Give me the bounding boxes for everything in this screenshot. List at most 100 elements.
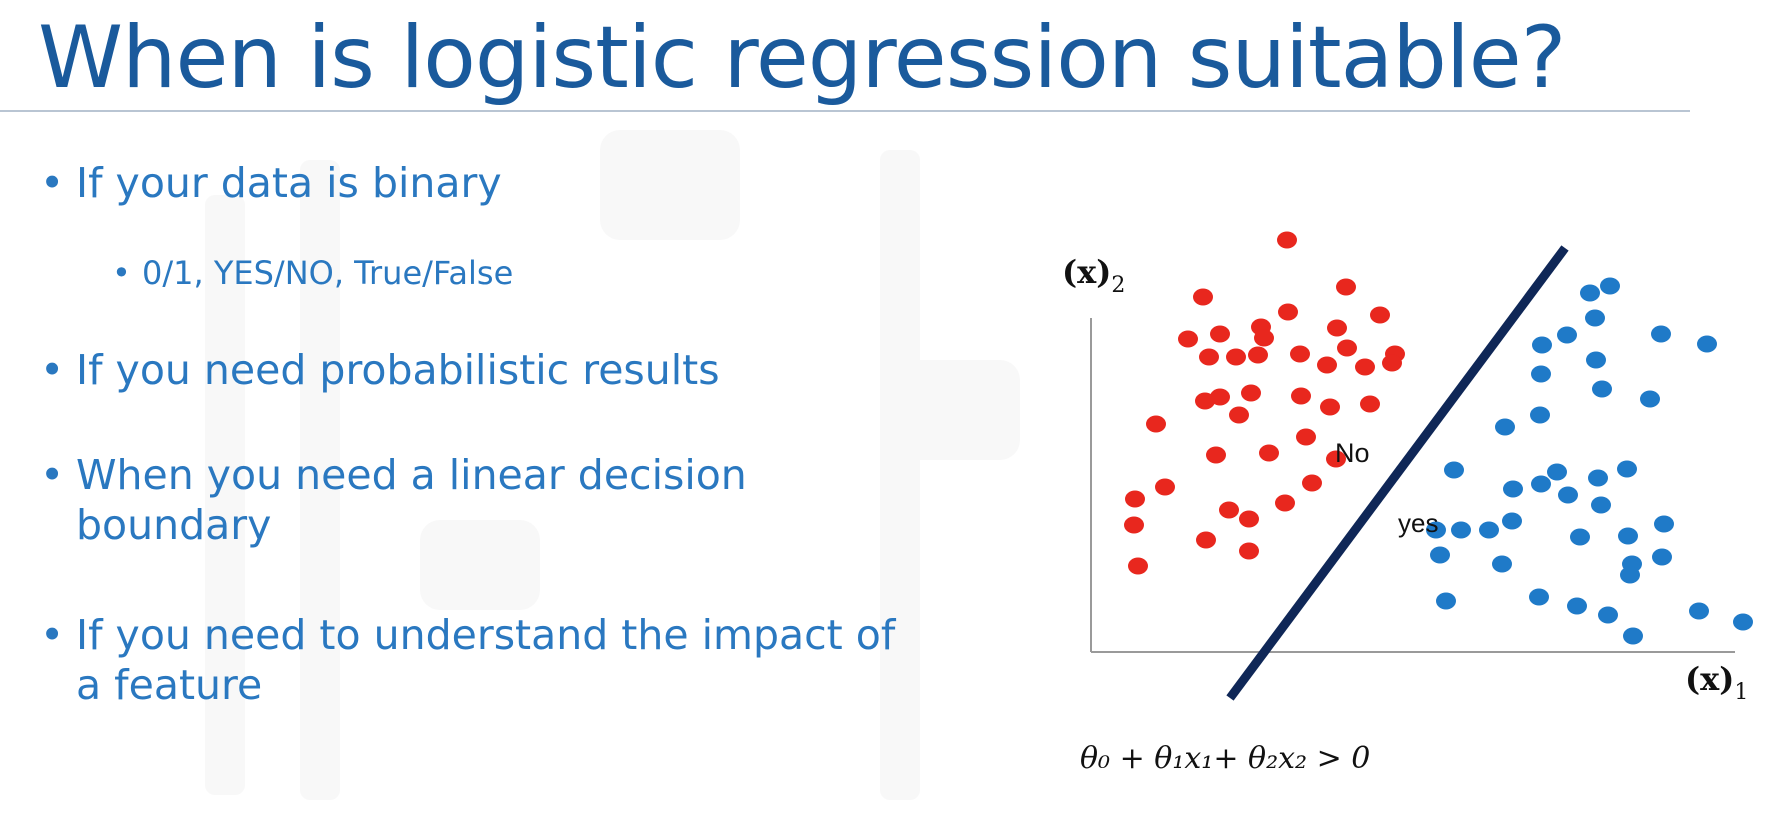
class-yes-point: [1617, 460, 1637, 478]
class-yes-point: [1547, 463, 1567, 481]
bullet-text: When you need a linear decision boundary: [76, 451, 747, 549]
class-no-point: [1210, 388, 1230, 406]
region-label-no: No: [1335, 438, 1370, 468]
class-no-point: [1291, 387, 1311, 405]
class-yes-point: [1585, 309, 1605, 327]
class-yes-point: [1436, 592, 1456, 610]
bullet-linear-boundary: • When you need a linear decision bounda…: [40, 450, 830, 550]
sub-bullet-binary-examples: • 0/1, YES/NO, True/False: [112, 253, 513, 293]
class-no-point: [1254, 329, 1274, 347]
class-no-point: [1248, 346, 1268, 364]
class-no-point: [1229, 406, 1249, 424]
bullet-text: 0/1, YES/NO, True/False: [142, 254, 514, 292]
class-yes-point: [1502, 512, 1522, 530]
class-yes-point: [1651, 325, 1671, 343]
class-yes-point: [1531, 475, 1551, 493]
class-yes-point: [1654, 515, 1674, 533]
y-axis-label-main: (x): [1062, 253, 1111, 291]
class-yes-point: [1570, 528, 1590, 546]
y-axis-label-sub: 2: [1111, 273, 1125, 298]
class-no-points: [1124, 231, 1405, 575]
y-axis-label: (x)2: [1062, 253, 1125, 298]
bullet-text: If you need probabilistic results: [76, 346, 720, 394]
bullet-binary-data: • If your data is binary: [40, 158, 502, 208]
class-no-point: [1125, 490, 1145, 508]
class-yes-point: [1492, 555, 1512, 573]
class-no-point: [1290, 345, 1310, 363]
class-yes-point: [1586, 351, 1606, 369]
class-no-point: [1327, 319, 1347, 337]
class-yes-point: [1426, 521, 1446, 539]
class-yes-point: [1652, 548, 1672, 566]
class-no-point: [1355, 358, 1375, 376]
class-yes-point: [1592, 380, 1612, 398]
class-yes-point: [1558, 486, 1578, 504]
class-no-point: [1146, 415, 1166, 433]
bullet-dot: •: [112, 254, 131, 292]
class-yes-point: [1444, 461, 1464, 479]
class-no-point: [1196, 531, 1216, 549]
class-no-point: [1239, 510, 1259, 528]
class-no-point: [1206, 446, 1226, 464]
class-yes-point: [1697, 335, 1717, 353]
class-yes-point: [1591, 496, 1611, 514]
bullet-text: If your data is binary: [76, 159, 502, 207]
class-no-point: [1296, 428, 1316, 446]
boundary-equation: θ₀ + θ₁x₁+ θ₂x₂ > 0: [1080, 741, 1370, 776]
class-yes-point: [1503, 480, 1523, 498]
class-no-point: [1320, 398, 1340, 416]
class-no-point: [1360, 395, 1380, 413]
bullet-text: If you need to understand the impact of …: [76, 611, 896, 709]
class-yes-point: [1557, 326, 1577, 344]
class-yes-point: [1733, 613, 1753, 631]
bullet-probabilistic: • If you need probabilistic results: [40, 345, 720, 395]
class-no-point: [1382, 354, 1402, 372]
class-no-point: [1195, 392, 1215, 410]
class-yes-point: [1598, 606, 1618, 624]
x-axis-label-sub: 1: [1734, 680, 1748, 705]
class-no-point: [1124, 516, 1144, 534]
class-no-point: [1193, 288, 1213, 306]
class-yes-point: [1495, 418, 1515, 436]
class-yes-point: [1620, 566, 1640, 584]
class-no-point: [1178, 330, 1198, 348]
class-no-point: [1317, 356, 1337, 374]
class-no-point: [1370, 306, 1390, 324]
class-yes-point: [1530, 406, 1550, 424]
x-axis-label-main: (x): [1685, 660, 1734, 698]
bullet-dot: •: [40, 346, 65, 394]
class-no-point: [1241, 384, 1261, 402]
class-yes-point: [1588, 469, 1608, 487]
bullet-dot: •: [40, 159, 65, 207]
x-axis-label: (x)1: [1685, 660, 1748, 705]
class-yes-point: [1623, 627, 1643, 645]
class-no-point: [1302, 474, 1322, 492]
class-yes-point: [1529, 588, 1549, 606]
class-no-point: [1336, 278, 1356, 296]
class-yes-point: [1618, 527, 1638, 545]
decision-boundary-line: [1226, 245, 1569, 701]
region-label-yes: yes: [1398, 508, 1438, 538]
bullet-dot: •: [40, 451, 65, 499]
class-yes-point: [1479, 521, 1499, 539]
class-yes-point: [1689, 602, 1709, 620]
bullet-feature-impact: • If you need to understand the impact o…: [40, 610, 920, 710]
class-no-point: [1219, 501, 1239, 519]
class-no-point: [1128, 557, 1148, 575]
class-no-point: [1275, 494, 1295, 512]
class-no-point: [1278, 303, 1298, 321]
class-no-point: [1326, 450, 1346, 468]
class-no-point: [1277, 231, 1297, 249]
class-yes-points: [1426, 277, 1753, 645]
class-no-point: [1199, 348, 1219, 366]
title-divider: [0, 110, 1690, 112]
class-yes-point: [1430, 546, 1450, 564]
class-yes-point: [1531, 365, 1551, 383]
class-no-point: [1259, 444, 1279, 462]
class-no-point: [1337, 339, 1357, 357]
class-yes-point: [1567, 597, 1587, 615]
class-yes-point: [1451, 521, 1471, 539]
class-yes-point: [1600, 277, 1620, 295]
